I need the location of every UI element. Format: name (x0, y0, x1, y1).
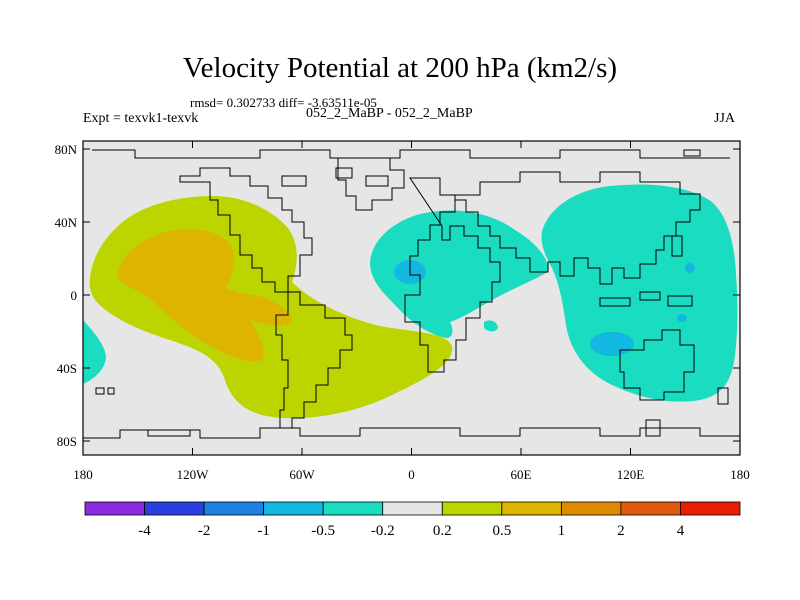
plot-title: Velocity Potential at 200 hPa (km2/s) (182, 52, 618, 84)
positive-core-region (117, 228, 292, 362)
negative-core-small-b (677, 314, 687, 322)
colorbar-box (680, 501, 741, 516)
lon-label: 120E (617, 467, 645, 482)
colorbar-label: -0.2 (371, 523, 395, 539)
colorbar-box (144, 501, 205, 516)
coastline-japan (671, 235, 683, 257)
lat-label: 0 (71, 288, 78, 303)
coastline-small-islands (95, 149, 741, 395)
coastline-antarctic-islands (147, 419, 661, 437)
colorbar-box (203, 501, 265, 516)
negative-core-pacific (590, 332, 634, 356)
colorbar-box (263, 501, 324, 516)
lon-ticks (82, 141, 741, 455)
lon-label: 180 (730, 467, 750, 482)
experiment-label: Expt = texvk1-texvk (83, 111, 199, 126)
colorbar-box (382, 501, 443, 516)
colorbar-box (560, 501, 622, 516)
coastline-greenland (337, 157, 405, 211)
coastline-europe-africa (404, 177, 501, 373)
coastline-north-america (179, 167, 313, 293)
coastline-asia (455, 171, 701, 285)
colorbar-label: -4 (138, 523, 151, 539)
colorbar-box (441, 501, 503, 516)
lat-label: 80S (57, 434, 77, 449)
colorbar-label: 2 (617, 523, 625, 539)
colorbar-label: -2 (198, 523, 211, 539)
colorbar-labels: -4 -2 -1 -0.5 -0.2 0.2 0.5 1 2 4 (138, 523, 684, 539)
colorbar-label: 0.5 (492, 523, 511, 539)
coastline-arctic (92, 149, 730, 159)
colorbar-box (620, 501, 681, 516)
lat-label: 80N (55, 142, 78, 157)
lon-label: 60W (289, 467, 315, 482)
lon-label: 120W (177, 467, 210, 482)
negative-anomaly-region-africa (370, 210, 549, 338)
colorbar-label: -0.5 (311, 523, 335, 539)
rmsd-diff-stats: rmsd= 0.302733 diff= -3.63511e-05 (190, 95, 377, 110)
colorbar-label: -1 (257, 523, 270, 539)
coastline-antarctica (83, 427, 740, 439)
colorbar-box (322, 501, 384, 516)
coastline-canada-islands (281, 167, 389, 187)
lat-label: 40N (55, 215, 78, 230)
lon-label: 0 (408, 467, 415, 482)
negative-small-patch (484, 320, 498, 332)
colorbar-box (501, 501, 562, 516)
colorbar-label: 1 (558, 523, 566, 539)
season-label: JJA (714, 111, 736, 126)
coastline-south-america (275, 291, 353, 429)
coastline-indonesia (599, 291, 693, 307)
coastline-new-zealand (717, 387, 729, 405)
colorbar-box (84, 501, 145, 516)
case-label: 052_2_MaBP - 052_2_MaBP (306, 106, 473, 121)
negative-anomaly-region-pacific (541, 184, 738, 402)
colorbar-label: 4 (677, 523, 685, 539)
colorbar-label: 0.2 (433, 523, 452, 539)
coastline-australia (619, 329, 695, 401)
colorbar (84, 501, 741, 516)
lon-label: 180 (73, 467, 93, 482)
lon-label: 60E (511, 467, 532, 482)
lat-label: 40S (57, 361, 77, 376)
negative-core-small-a (685, 263, 695, 273)
coastlines (83, 149, 741, 439)
